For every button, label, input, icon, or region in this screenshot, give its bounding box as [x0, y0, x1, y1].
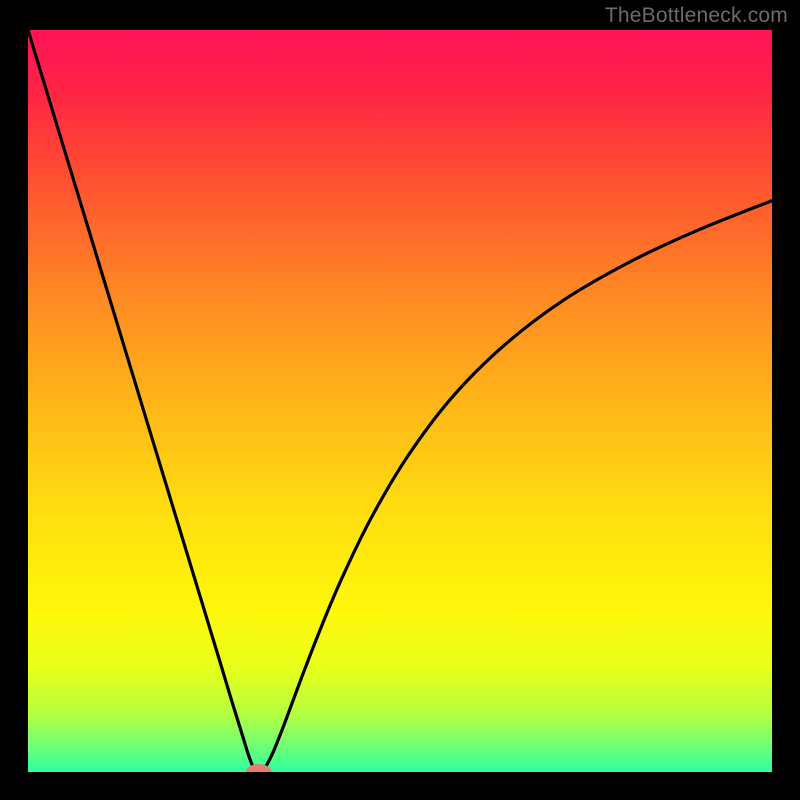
plot-svg	[28, 30, 772, 772]
watermark-text: TheBottleneck.com	[605, 4, 788, 28]
chart-frame	[28, 30, 772, 772]
plot-area	[28, 30, 772, 772]
